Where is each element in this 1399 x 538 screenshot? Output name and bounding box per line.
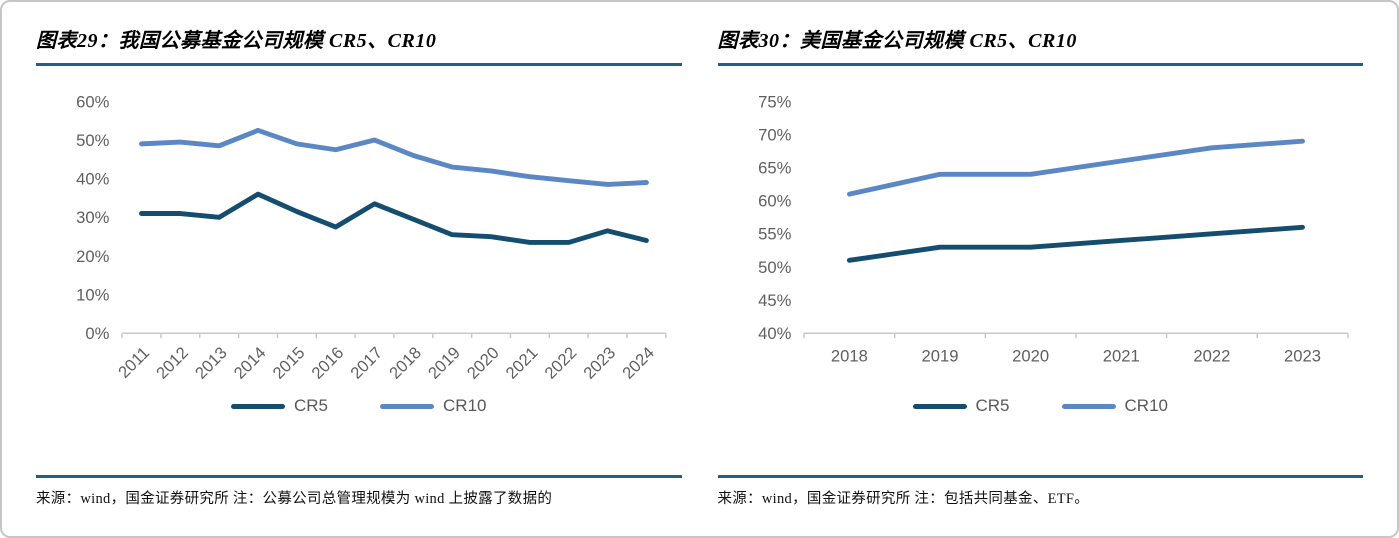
cr10-line [139,127,649,187]
y-axis-tick-label: 0% [85,324,109,343]
legend-label: CR5 [294,396,329,415]
line-chart-china-cr5-cr10: 0% 10% 20% 30% 40% 50% 60% 2011 2012 2013 2014 2015… [76,92,667,383]
y-axis-tick-label: 50% [758,258,791,277]
legend-item-cr5: CR5 [231,396,328,416]
legend-label: CR10 [443,396,487,415]
legend-item-cr5: CR5 [912,396,1010,416]
source-note: 来源：wind，国金证券研究所 注：包括共同基金、ETF。 [717,491,1090,507]
legend-item-cr10: CR10 [380,396,486,416]
y-axis-tick-label: 75% [758,92,791,111]
chart-legend: CR5 CR10 [718,391,1364,421]
line-chart-us-cr5-cr10: 40% 45% 50% 55% 60% 65% 70% 75% 2018 2019 2020 2021… [758,92,1349,366]
x-axis-tick-label: 2021 [1102,347,1139,366]
x-axis-tick-label: 2020 [463,343,503,383]
x-axis-tick-label: 2023 [1284,347,1321,366]
source-note: 来源：wind，国金证券研究所 注：公募公司总管理规模为 wind 上披露了数据… [36,491,553,507]
legend-swatch-cr5 [231,403,285,409]
x-axis-tick-label: 2018 [385,343,425,383]
x-axis-tick-label: 2012 [152,343,192,383]
y-axis-tick-label: 55% [758,225,791,244]
legend-item-cr10: CR10 [1061,396,1168,416]
y-axis-tick-label: 65% [758,159,791,178]
x-axis-tick-label: 2020 [1012,347,1049,366]
y-axis-tick-label: 70% [758,125,791,144]
panel-title: 图表30：美国基金公司规模 CR5、CR10 [717,28,1363,66]
panel-china-funds: 图表29：我国公募基金公司规模 CR5、CR10 0% 10% 20% 30% 40% 5… [36,28,682,508]
x-axis-tick-label: 2022 [1193,347,1230,366]
y-axis-tick-label: 40% [76,170,109,189]
cr5-line [846,224,1305,263]
y-axis-tick-label: 50% [76,131,109,150]
y-axis-tick-label: 10% [76,285,109,304]
legend-label: CR10 [1124,396,1168,415]
x-axis-tick-label: 2017 [347,343,387,383]
chart-legend: CR5 CR10 [36,391,682,421]
x-axis-tick-label: 2023 [580,343,620,383]
x-axis-tick-label: 2022 [541,343,581,383]
legend-swatch-cr5 [912,403,967,409]
x-axis-tick-label: 2011 [114,343,153,382]
x-axis-tick-label: 2021 [502,343,542,383]
y-axis-tick-label: 45% [758,291,791,310]
x-axis-tick-label: 2014 [230,343,270,383]
x-axis-tick-label: 2016 [308,343,348,383]
panel-footer: 来源：wind，国金证券研究所 注：公募公司总管理规模为 wind 上披露了数据… [36,475,682,508]
y-axis-tick-label: 40% [758,324,791,343]
cr5-line [139,191,649,245]
x-axis-tick-label: 2015 [269,343,309,383]
panel-footer: 来源：wind，国金证券研究所 注：包括共同基金、ETF。 [717,475,1363,508]
x-axis-tick-label: 2013 [191,343,231,383]
x-axis-tick-label: 2024 [618,343,658,383]
y-axis-tick-label: 60% [758,192,791,211]
x-axis-tick-label: 2019 [921,347,958,366]
x-axis-tick-label: 2018 [830,347,867,366]
y-axis-tick-label: 60% [76,92,109,111]
y-axis-tick-label: 20% [76,247,109,266]
y-axis-tick-label: 30% [76,208,109,227]
x-axis-tick-label: 2019 [424,343,464,383]
cr10-line [846,138,1305,197]
legend-label: CR5 [975,396,1010,415]
panel-us-funds: 图表30：美国基金公司规模 CR5、CR10 40% 45% 50% 55% 60% 65… [717,28,1364,508]
legend-swatch-cr10 [1061,403,1116,409]
legend-swatch-cr10 [380,403,435,409]
panel-title: 图表29：我国公募基金公司规模 CR5、CR10 [36,28,682,66]
